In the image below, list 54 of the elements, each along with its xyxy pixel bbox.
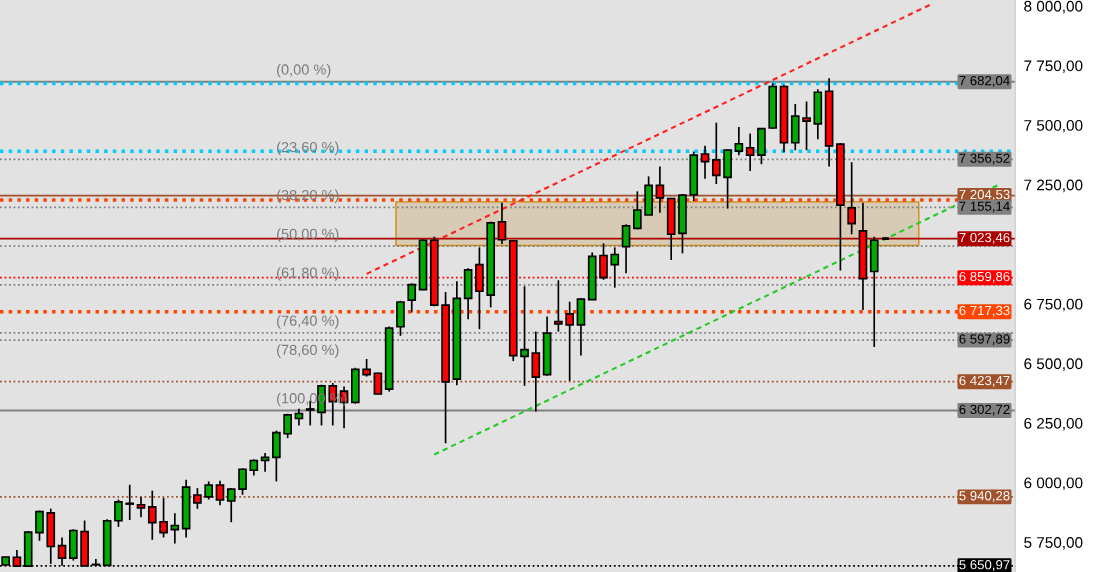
candlestick: [226, 487, 236, 524]
candlestick: [204, 480, 214, 501]
candlestick: [114, 498, 123, 528]
annotation: (76,40 %): [277, 315, 339, 329]
candlestick: [565, 300, 574, 382]
candlestick: [35, 509, 44, 542]
candlestick: [745, 132, 755, 172]
ref-line-label: 6 302,72: [959, 404, 1010, 416]
y-tick-label: 8 000,00: [1024, 0, 1083, 14]
candlestick: [125, 483, 135, 521]
y-tick-label: 7 500,00: [1024, 119, 1083, 133]
y-tick-label: 6 000,00: [1024, 477, 1083, 491]
candlestick: [711, 121, 721, 185]
y-tick-label: 5 750,00: [1024, 537, 1083, 550]
candlestick: [159, 497, 168, 539]
candlestick: [238, 467, 247, 496]
candlestick: [193, 487, 202, 510]
annotation: (78,60 %): [277, 344, 339, 358]
candlestick: [215, 479, 225, 507]
candlestick: [700, 145, 710, 180]
annotation: (61,80 %): [277, 267, 339, 281]
candlestick: [802, 100, 811, 151]
candlestick: [734, 126, 744, 156]
y-tick-label: 6 750,00: [1024, 298, 1083, 312]
ref-line-label: 6 597,89: [959, 334, 1010, 346]
ref-line-label: 5 650,97: [959, 560, 1010, 571]
candlestick: [655, 165, 665, 214]
candlestick: [554, 279, 563, 333]
candlestick: [373, 371, 383, 396]
candlestick: [520, 285, 529, 387]
ref-line-label: 6 859,86: [959, 271, 1010, 283]
candlestick: [847, 161, 856, 236]
ref-line-label: 7 023,46: [959, 232, 1010, 244]
candlestick: [283, 412, 292, 439]
y-tick-label: 6 250,00: [1024, 417, 1083, 431]
y-tick-label: 6 500,00: [1024, 358, 1083, 371]
candlestick: [621, 223, 631, 274]
ref-line-label: 7 155,14: [959, 201, 1010, 213]
candlestick: [147, 489, 157, 541]
ref-line-label: 5 940,28: [959, 491, 1010, 502]
ref-line-label: 7 356,52: [959, 153, 1010, 165]
candlestick: [633, 190, 642, 231]
y-tick-label: 7 250,00: [1024, 179, 1083, 193]
ref-line-label: 6 423,47: [959, 375, 1010, 387]
ref-line-label: 7 204,53: [959, 189, 1010, 201]
candlestick: [497, 201, 507, 245]
candlestick: [407, 282, 417, 314]
y-tick-label: 7 750,00: [1024, 60, 1083, 74]
ref-line-label: 7 682,04: [959, 75, 1010, 87]
candlestick: [610, 246, 620, 289]
candlestick: [136, 496, 146, 519]
annotation: (0,00 %): [277, 63, 331, 78]
annotation: (23,60 %): [277, 141, 339, 156]
ref-line-label: 6 717,33: [959, 305, 1010, 317]
